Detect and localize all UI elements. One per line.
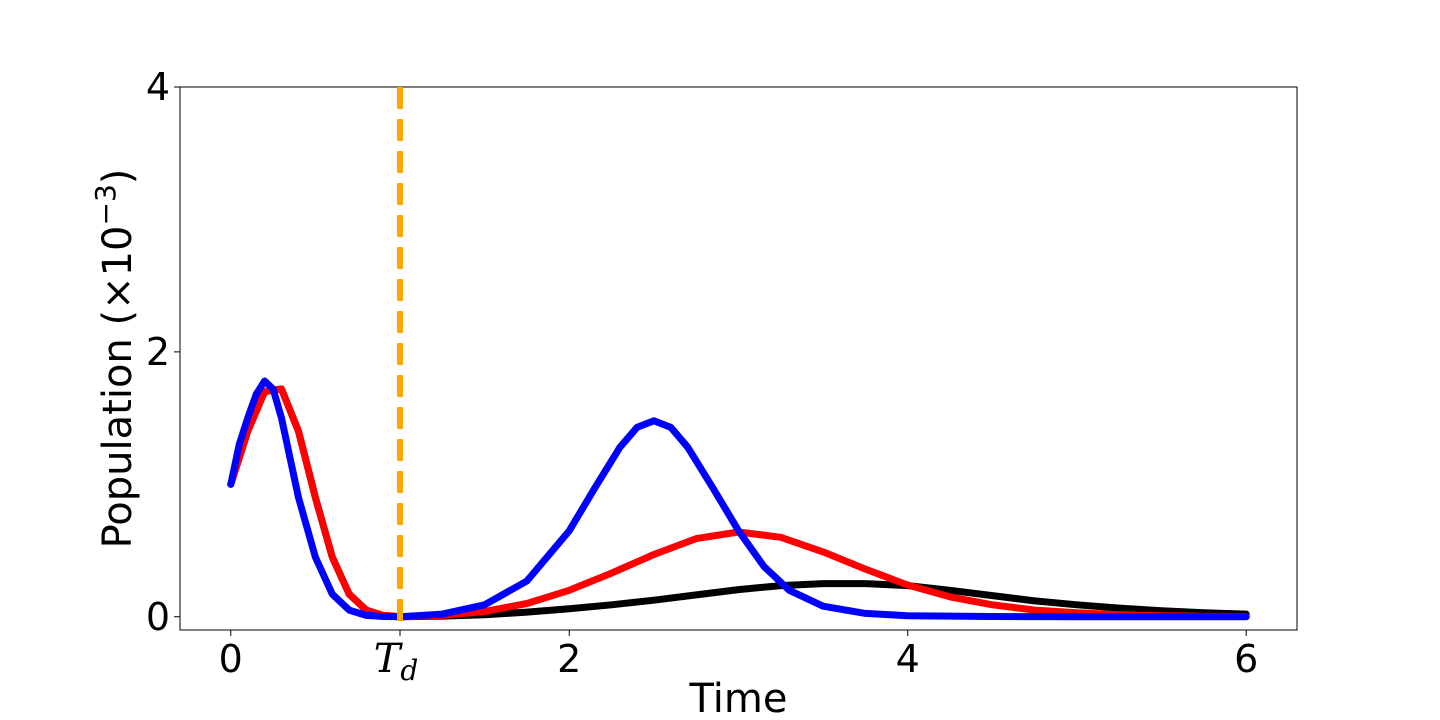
y-tick-label: 2: [146, 330, 170, 374]
y-axis-label-exponent: −3: [89, 184, 122, 225]
y-tick-label: 4: [146, 65, 170, 109]
y-axis-label-close: ): [95, 169, 141, 185]
x-tick-label: 4: [896, 637, 920, 681]
x-tick-label: 6: [1234, 637, 1258, 681]
series-line-1: [227, 385, 1250, 621]
y-axis-label-main: Population (×10: [95, 226, 141, 549]
plot-area: [227, 377, 1250, 621]
x-axis-label: Time: [689, 676, 788, 720]
td-tick-label: Td: [374, 636, 419, 687]
x-axis-ticks: 0 2 4 6 Td: [219, 630, 1258, 687]
y-tick-label: 0: [146, 595, 170, 639]
series-line-2: [227, 377, 1250, 621]
x-tick-label: 0: [219, 637, 243, 681]
y-axis-label: Population (×10−3): [89, 169, 141, 549]
plot-frame: [179, 86, 1298, 631]
series-line-0: [227, 385, 1250, 621]
x-tick-label: 2: [557, 637, 581, 681]
y-axis-ticks: 0 2 4: [146, 65, 180, 639]
